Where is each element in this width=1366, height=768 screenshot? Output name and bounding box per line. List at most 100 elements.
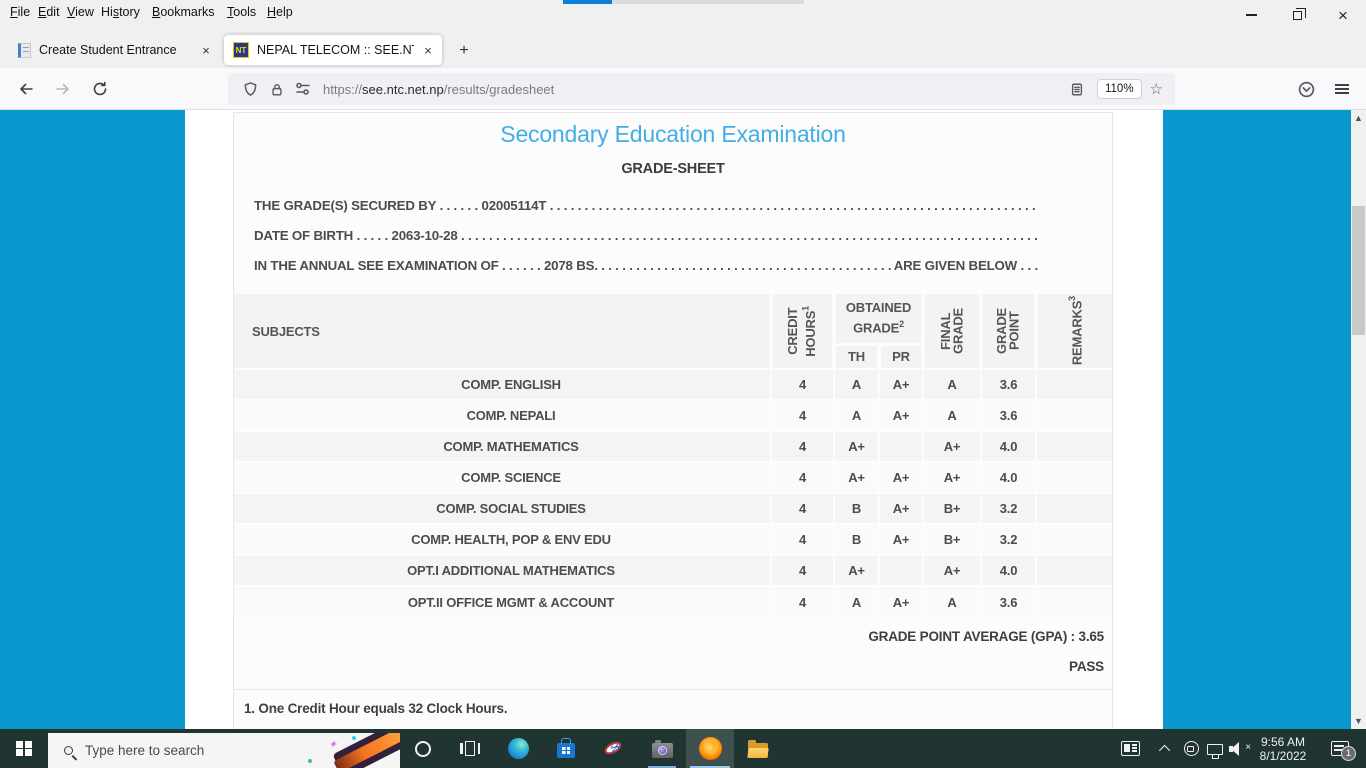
table-row: COMP. HEALTH, POP & ENV EDU 4 B A+ B+ 3.2: [234, 523, 1112, 555]
window-close-icon[interactable]: ×: [1338, 5, 1348, 25]
window-restore-icon[interactable]: [1274, 0, 1320, 30]
menu-file[interactable]: File: [10, 5, 31, 19]
url-text[interactable]: https://see.ntc.net.np/results/gradeshee…: [323, 81, 555, 97]
volume-muted-icon: ×: [1229, 741, 1251, 757]
menu-view[interactable]: View: [67, 5, 94, 19]
document-favicon-icon: [18, 42, 31, 58]
divider: [234, 689, 1112, 690]
new-tab-button[interactable]: +: [459, 42, 469, 59]
bookmark-star-icon[interactable]: ☆: [1149, 81, 1163, 98]
reader-mode-icon[interactable]: [1065, 77, 1089, 101]
taskbar: Type here to search ✦ ✂ × 9:56 AM 8/1/20…: [0, 729, 1366, 768]
notification-count-badge: 1: [1341, 746, 1356, 761]
app-menu-icon[interactable]: [1330, 77, 1354, 101]
col-header-obtained-grade: OBTAINED GRADE2: [831, 294, 924, 344]
menu-tools[interactable]: Tools: [227, 5, 257, 19]
tab-close-icon[interactable]: ×: [202, 42, 210, 58]
menu-history[interactable]: History: [101, 5, 140, 19]
file-explorer-icon: [747, 740, 769, 758]
chevron-up-icon: [1158, 744, 1171, 756]
network-icon: [1207, 744, 1223, 759]
cortana-button[interactable]: [400, 729, 446, 768]
pocket-icon[interactable]: [1294, 77, 1318, 101]
lock-icon[interactable]: [265, 77, 289, 101]
scroll-down-icon[interactable]: ▼: [1354, 716, 1363, 726]
taskbar-clock[interactable]: 9:56 AM 8/1/2022: [1252, 729, 1314, 768]
snipping-tool-button[interactable]: ✂: [590, 729, 638, 768]
col-header-credit-hours: CREDIT HOURS1: [769, 294, 834, 369]
menu-edit[interactable]: Edit: [38, 5, 60, 19]
gpa-line: GRADE POINT AVERAGE (GPA) : 3.65: [868, 629, 1104, 644]
col-header-grade-point: GRADE POINT: [979, 294, 1037, 369]
clock-time: 9:56 AM: [1260, 734, 1306, 749]
tab-close-icon[interactable]: ×: [424, 42, 432, 58]
taskbar-search-box[interactable]: Type here to search ✦: [48, 733, 400, 768]
notifications-button[interactable]: 1: [1320, 729, 1360, 768]
forward-icon[interactable]: [51, 77, 75, 101]
firefox-icon: [698, 737, 722, 760]
volume-button[interactable]: ×: [1226, 729, 1254, 768]
news-icon: [1120, 741, 1140, 756]
camera-running-indicator: [648, 766, 676, 768]
permissions-icon[interactable]: [291, 77, 315, 101]
menu-help[interactable]: Help: [267, 5, 293, 19]
table-row: COMP. MATHEMATICS 4 A+ A+ 4.0: [234, 430, 1112, 462]
shield-icon[interactable]: [238, 77, 262, 101]
task-view-button[interactable]: [446, 729, 494, 768]
file-explorer-button[interactable]: [734, 729, 782, 768]
meet-now-button[interactable]: [1178, 729, 1204, 768]
cortana-icon: [415, 740, 431, 757]
window-minimize-icon[interactable]: [1228, 0, 1274, 30]
student-info: THE GRADE(S) SECURED BY . . . . . . 0200…: [254, 191, 1038, 281]
windows-logo-icon: [16, 740, 32, 757]
window-titlebar: File Edit View History Bookmarks Tools H…: [0, 0, 1366, 30]
edge-button[interactable]: [494, 729, 542, 768]
firefox-button[interactable]: [686, 729, 734, 768]
store-button[interactable]: [542, 729, 590, 768]
scrollbar-thumb[interactable]: [1352, 206, 1365, 335]
zoom-level-pill[interactable]: 110%: [1096, 79, 1142, 99]
table-row: OPT.II OFFICE MGMT & ACCOUNT 4 A A+ A 3.6: [234, 585, 1112, 617]
table-row: COMP. NEPALI 4 A A+ A 3.6: [234, 399, 1112, 431]
start-button[interactable]: [0, 729, 48, 768]
loading-strip-blue: [563, 0, 612, 4]
search-promo-art: ✦: [300, 733, 400, 768]
col-header-final-grade: FINAL GRADE: [921, 294, 982, 369]
page-scrollbar[interactable]: ▲ ▼: [1351, 110, 1366, 729]
info-line-symbol: THE GRADE(S) SECURED BY . . . . . . 0200…: [254, 198, 1038, 213]
news-widgets-button[interactable]: [1114, 729, 1146, 768]
store-icon: [557, 738, 575, 758]
tab-title: Create Student Entrance: [39, 43, 177, 57]
col-header-th: TH: [832, 342, 879, 369]
page-viewport: Secondary Education Examination GRADE-SH…: [0, 110, 1366, 729]
scroll-up-icon[interactable]: ▲: [1354, 113, 1363, 123]
reload-icon[interactable]: [88, 77, 112, 101]
back-icon[interactable]: [14, 77, 38, 101]
loading-strip-gray: [612, 0, 804, 4]
task-view-icon: [460, 741, 480, 756]
notifications-icon: 1: [1331, 741, 1356, 761]
col-header-remarks: REMARKS3: [1034, 294, 1112, 369]
network-button[interactable]: [1202, 729, 1228, 768]
snipping-tool-icon: ✂: [602, 737, 626, 759]
camera-button[interactable]: [638, 729, 686, 768]
grades-table: SUBJECTS CREDIT HOURS1 OBTAINED GRADE2 FI…: [234, 294, 1112, 617]
table-row: COMP. SCIENCE 4 A+ A+ A+ 4.0: [234, 461, 1112, 493]
menu-bookmarks[interactable]: Bookmarks: [152, 5, 215, 19]
tab-create-student-entrance[interactable]: Create Student Entrance ×: [8, 35, 220, 65]
page-subtitle: GRADE-SHEET: [621, 161, 725, 177]
table-row: OPT.I ADDITIONAL MATHEMATICS 4 A+ A+ 4.0: [234, 554, 1112, 586]
camera-icon: [651, 739, 673, 758]
gradesheet-card: Secondary Education Examination GRADE-SH…: [233, 112, 1113, 729]
tab-nepal-telecom[interactable]: NT NEPAL TELECOM :: SEE.NTC.NET ×: [224, 35, 442, 65]
col-header-pr: PR: [876, 342, 924, 369]
edge-icon: [507, 738, 529, 759]
tab-title: NEPAL TELECOM :: SEE.NTC.NET: [257, 43, 414, 57]
col-header-subjects: SUBJECTS: [234, 294, 771, 369]
search-icon: [64, 746, 73, 755]
url-bar[interactable]: https://see.ntc.net.np/results/gradeshee…: [228, 73, 1175, 105]
tray-expand-button[interactable]: [1152, 729, 1180, 768]
tab-strip: Create Student Entrance × NT NEPAL TELEC…: [0, 30, 1366, 68]
table-row: COMP. SOCIAL STUDIES 4 B A+ B+ 3.2: [234, 492, 1112, 524]
